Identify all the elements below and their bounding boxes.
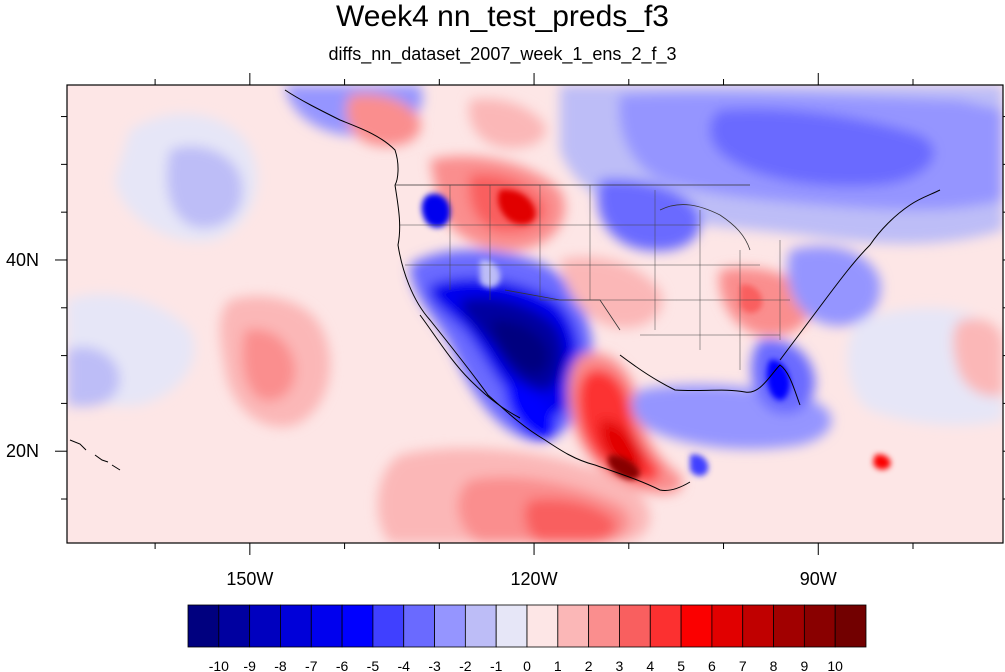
field-gulf-alaska-positive [346,93,421,147]
lon-tick-label: 150W [226,569,273,589]
colorbar-swatch [372,604,405,648]
lat-tick-label: 20N [6,441,39,461]
hawaii-islands [69,439,121,471]
field-pacific-positive-core [242,329,296,401]
colorbar-swatch [495,604,528,648]
axis-ticks [55,73,1005,555]
state-borders [400,185,790,370]
colorbar-tick-label: 0 [523,658,531,672]
field-bc-positive [469,98,546,149]
colorbar-swatch [249,604,281,648]
colorbar-labels: -10 -9 -8 -7 -6 -5 -4 -3 -2 -1 0 1 2 3 4 5 6 7 8 9 10 [209,658,843,672]
field-plains-positive [560,256,663,329]
plot-title: Week4 nn_test_preds_f3 [335,0,669,33]
colorbar-tick-label: 6 [708,658,716,672]
colorbar-tick-label: 4 [646,658,654,672]
field-atlantic-positive [953,318,1003,397]
colorbar-tick-label: -9 [243,658,256,672]
colorbar-swatch [773,604,805,648]
colorbar-swatch [742,604,774,648]
colorbar-tick-label: 2 [585,658,593,672]
colorbar-swatch [310,604,343,648]
us-mexico-pacific-coast [394,184,691,491]
colorbar-tick-label: 8 [770,658,778,672]
colorbar-tick-label: -7 [305,658,318,672]
field-northeast-negative [787,246,881,326]
great-lakes [659,204,751,251]
field-ne-pacific [166,146,243,229]
colorbar-tick-label: -4 [398,658,411,672]
colorbar-swatch [680,604,713,648]
colorbar-tick-label: -1 [490,658,503,672]
colorbar-swatch [834,604,867,648]
colorbar-swatch [526,604,559,648]
anomaly-patches [421,189,891,480]
colorbar-swatch [341,604,374,648]
colorbar-tick-label: 7 [739,658,747,672]
colorbar-swatch [803,604,836,648]
lon-tick-label: 120W [511,569,558,589]
field-canada-core [709,108,935,187]
field-sw-peak [490,319,549,375]
patch-kentucky-positive [740,284,763,314]
map-frame [66,84,1004,544]
colorbar-swatch [649,604,682,648]
colorbar-swatch [403,604,435,648]
lon-tick-label: 90W [800,569,837,589]
colorbar-tick-label: 10 [827,658,843,672]
patch-guatemala-negative [690,454,709,476]
colorbar-tick-label: -3 [428,658,441,672]
baja-outline [419,314,521,419]
patch-mexico-peak [608,455,640,480]
patch-florida-negative [766,359,790,401]
colorbar-tick-label: -10 [209,658,229,672]
colorbar-swatch [218,604,251,648]
field-northern-plains [597,179,701,251]
field-hawaii-blue [67,346,120,407]
gulf-coast [619,354,801,406]
colorbar-tick-label: -5 [367,658,380,672]
axis-labels: 150W 120W 90W 40N 20N [6,250,837,589]
field-baja-negative [505,384,557,441]
lat-tick-label: 40N [6,250,39,270]
plot-subtitle: diffs_nn_dataset_2007_week_1_ens_2_f_3 [328,44,677,64]
colorbar-tick-label: -8 [274,658,287,672]
patch-oregon-negative [421,193,451,228]
colorbar-swatch [711,604,744,648]
alaska-bc-coast [284,89,399,186]
colorbar-tick-label: 9 [800,658,808,672]
colorbar-swatch [187,604,220,648]
patch-caribbean-positive [873,454,891,470]
map-panel [67,85,1003,543]
colorbar-swatch [464,604,497,648]
anomaly-field [67,85,1003,543]
colorbar-swatch [557,604,590,648]
colorbar-tick-label: -2 [459,658,472,672]
colorbar-tick-label: 5 [677,658,685,672]
colorbar-swatch [588,604,620,648]
colorbar-tick-label: -6 [336,658,349,672]
colorbar [187,604,867,648]
colorbar-tick-label: 3 [616,658,624,672]
field-east-pacific-core [524,498,616,543]
colorbar-swatch [434,604,466,648]
colorbar-tick-label: 1 [554,658,562,672]
colorbar-swatch [280,604,312,648]
colorbar-swatch [619,604,651,648]
atlantic-coast [779,189,941,361]
patch-montana-positive [498,189,536,225]
